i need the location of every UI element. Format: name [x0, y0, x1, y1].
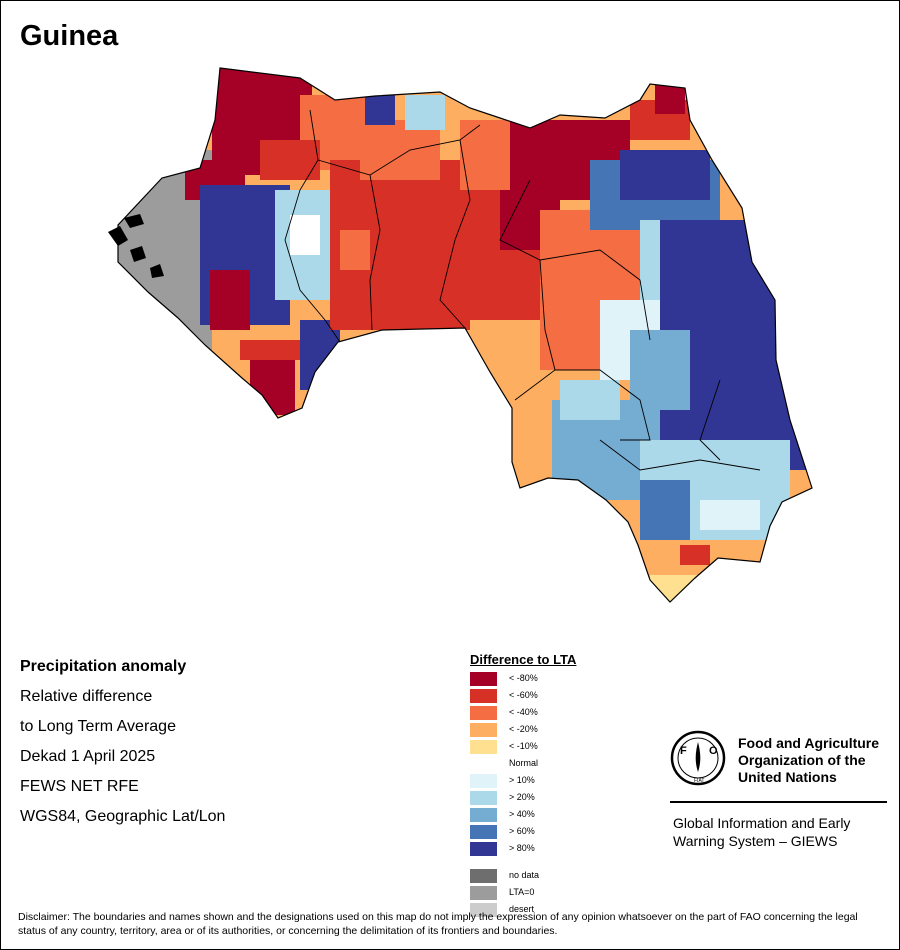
legend-label: < -40%: [509, 707, 538, 717]
svg-text:O: O: [709, 745, 718, 757]
map-info: Precipitation anomaly Relative differenc…: [20, 656, 225, 836]
legend-swatch: [470, 672, 497, 686]
disclaimer: Disclaimer: The boundaries and names sho…: [18, 911, 858, 937]
legend-label: > 80%: [509, 843, 535, 853]
legend-swatch: [470, 886, 497, 900]
info-period: Dekad 1 April 2025: [20, 748, 156, 765]
fao-branding: F O FIAT Food and Agriculture Organizati…: [670, 730, 887, 849]
legend-swatch: [470, 706, 497, 720]
fao-logo-icon: F O FIAT: [670, 730, 726, 786]
legend-title: Difference to LTA: [470, 652, 577, 667]
legend-swatch: [470, 740, 497, 754]
legend-item: > 40%: [470, 807, 576, 824]
fao-divider: [670, 801, 887, 803]
legend-swatch: [470, 723, 497, 737]
legend-item: > 60%: [470, 824, 576, 841]
legend-item: < -10%: [470, 739, 576, 756]
legend-label: < -10%: [509, 741, 538, 751]
legend-label: Normal: [509, 758, 539, 768]
legend-label: desert: [509, 904, 535, 914]
svg-text:FIAT: FIAT: [694, 778, 704, 784]
legend-label: no data: [509, 870, 540, 880]
legend-label: < -60%: [509, 690, 538, 700]
legend-swatch: [470, 757, 497, 771]
legend-item: desert: [470, 902, 576, 919]
legend-swatch: [470, 842, 497, 856]
info-heading: Precipitation anomaly: [20, 658, 187, 675]
legend-label: > 10%: [509, 775, 535, 785]
legend-label: > 60%: [509, 826, 535, 836]
legend-item: < -80%: [470, 671, 576, 688]
legend-item: > 10%: [470, 773, 576, 790]
legend-swatch: [470, 825, 497, 839]
svg-text:F: F: [680, 745, 687, 757]
legend-item: no data: [470, 868, 576, 885]
legend-special: no data LTA=0 desert: [470, 868, 576, 919]
legend-swatch: [470, 791, 497, 805]
anomaly-map: [108, 67, 813, 603]
legend-item: > 80%: [470, 841, 576, 858]
legend-item: < -20%: [470, 722, 576, 739]
legend-label: < -80%: [509, 673, 538, 683]
legend-item: < -60%: [470, 688, 576, 705]
info-line1: Relative difference: [20, 688, 153, 705]
legend-swatch: [470, 869, 497, 883]
info-projection: WGS84, Geographic Lat/Lon: [20, 808, 226, 825]
legend-label: LTA=0: [509, 887, 535, 897]
legend-swatch: [470, 689, 497, 703]
map-title: Guinea: [20, 20, 119, 52]
fao-name: Food and Agriculture Organization of the…: [738, 735, 880, 785]
legend-item: Normal: [470, 756, 576, 773]
legend-label: > 40%: [509, 809, 535, 819]
info-source: FEWS NET RFE: [20, 778, 139, 795]
info-line2: to Long Term Average: [20, 718, 176, 735]
legend-swatch: [470, 774, 497, 788]
legend-label: < -20%: [509, 724, 538, 734]
legend-item: LTA=0: [470, 885, 576, 902]
legend-item: < -40%: [470, 705, 576, 722]
legend: Difference to LTA < -80% < -60% < -40% < -2…: [470, 652, 576, 919]
legend-label: > 20%: [509, 792, 535, 802]
legend-swatch: [470, 808, 497, 822]
legend-swatch: [470, 903, 497, 917]
legend-items: < -80% < -60% < -40% < -20% < -10% Normal > 10…: [470, 671, 576, 858]
legend-item: > 20%: [470, 790, 576, 807]
giews-name: Global Information and Early Warning Sys…: [673, 815, 851, 849]
